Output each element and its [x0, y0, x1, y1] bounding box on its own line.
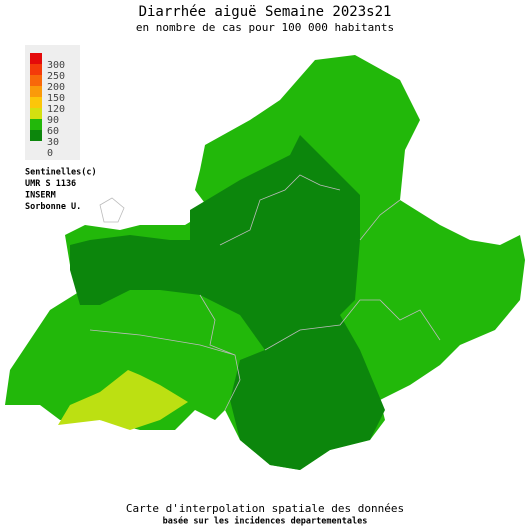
footer-line: basée sur les incidences departementales: [163, 516, 368, 527]
credit-line: Sorbonne U.: [25, 202, 81, 212]
region-yellow: [58, 370, 188, 430]
legend-label: 120: [47, 104, 65, 115]
border: [199, 294, 241, 411]
credit-line: Sentinelles(c): [25, 167, 97, 178]
legend-label: 200: [47, 82, 65, 93]
legend-label: 30: [47, 137, 59, 148]
region-dark: [70, 135, 385, 470]
legend-swatch: [30, 86, 42, 97]
legend-label: 300: [47, 60, 65, 71]
footer-line: Carte d'interpolation spatiale des donné…: [126, 502, 404, 515]
title: Diarrhée aiguë Semaine 2023s21: [139, 4, 392, 20]
legend-swatch: [30, 53, 42, 64]
legend-label: 250: [47, 71, 65, 82]
legend-label: 0: [47, 148, 53, 159]
legend-swatch: [30, 97, 42, 108]
legend-swatch: [30, 119, 42, 130]
legend-label: 90: [47, 115, 59, 126]
credit-line: UMR S 1136: [25, 179, 76, 189]
legend-swatch: [30, 130, 42, 141]
border: [89, 329, 236, 356]
legend-swatch: [30, 75, 42, 86]
legend-swatch: [30, 108, 42, 119]
border: [359, 199, 401, 241]
border: [99, 197, 125, 223]
subtitle: en nombre de cas pour 100 000 habitants: [136, 21, 394, 34]
border: [219, 174, 341, 246]
border: [264, 299, 441, 351]
credit-line: INSERM: [25, 191, 56, 201]
legend-label: 60: [47, 126, 59, 137]
map: [5, 55, 525, 470]
legend-label: 150: [47, 93, 65, 104]
legend-swatch: [30, 64, 42, 75]
